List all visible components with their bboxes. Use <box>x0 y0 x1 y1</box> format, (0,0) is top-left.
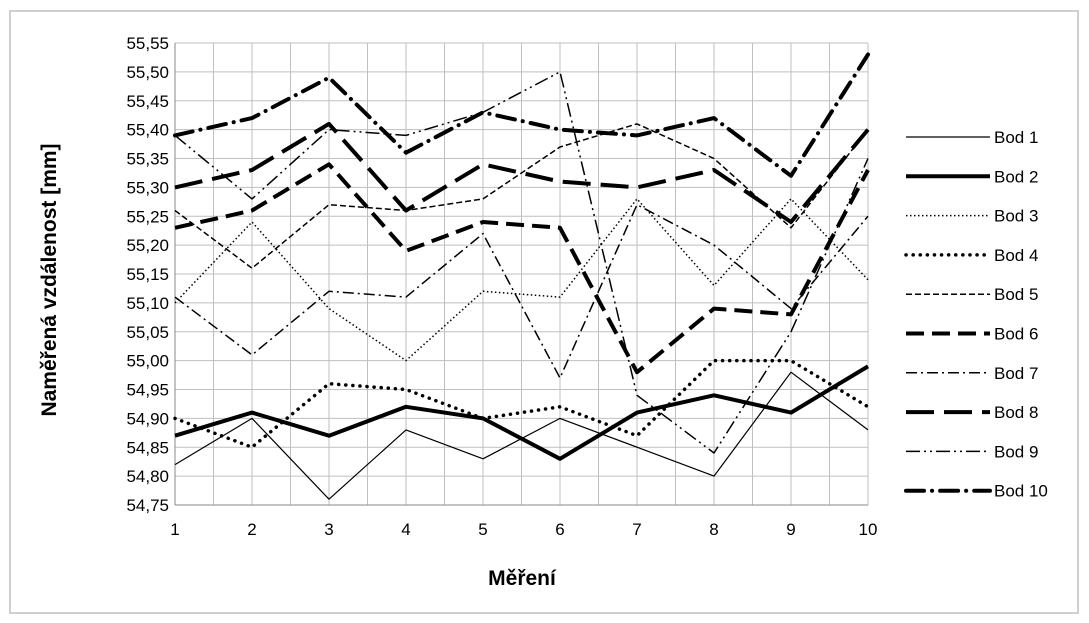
x-tick-label: 9 <box>786 520 795 539</box>
axes <box>174 43 868 506</box>
x-tick-label: 4 <box>401 520 410 539</box>
legend-label-5: Bod 5 <box>994 285 1038 304</box>
x-tick-label: 6 <box>555 520 564 539</box>
legend-label-2: Bod 2 <box>994 167 1038 186</box>
y-tick-label: 54,80 <box>126 467 169 486</box>
y-tick-label: 55,05 <box>126 323 169 342</box>
y-axis-title: Naměřená vzdálenost [mm] <box>38 143 61 416</box>
legend-label-3: Bod 3 <box>994 207 1038 226</box>
legend-label-1: Bod 1 <box>994 128 1038 147</box>
x-tick-label: 8 <box>709 520 718 539</box>
y-tick-label: 54,90 <box>126 409 169 428</box>
x-tick-label: 1 <box>170 520 179 539</box>
x-tick-label: 7 <box>632 520 641 539</box>
y-tick-label: 55,25 <box>126 207 169 226</box>
legend-label-9: Bod 9 <box>994 442 1038 461</box>
series-line-2 <box>174 364 870 461</box>
y-tick-label: 55,55 <box>126 34 169 53</box>
series-line-7 <box>174 203 869 379</box>
legend-label-8: Bod 8 <box>994 403 1038 422</box>
series-line-10 <box>173 52 870 178</box>
series-line-6 <box>174 162 870 375</box>
legend-label-6: Bod 6 <box>994 325 1038 344</box>
x-tick-label: 10 <box>859 520 878 539</box>
y-tick-label: 55,30 <box>126 178 169 197</box>
y-tick-label: 54,75 <box>126 496 169 515</box>
y-tick-label: 54,85 <box>126 438 169 457</box>
x-tick-label: 3 <box>324 520 333 539</box>
y-tick-label: 55,20 <box>126 236 169 255</box>
y-tick-label: 55,00 <box>126 352 169 371</box>
y-tick-label: 55,50 <box>126 63 169 82</box>
legend-label-7: Bod 7 <box>994 364 1038 383</box>
legend-label-4: Bod 4 <box>994 246 1038 265</box>
y-tick-label: 55,40 <box>126 121 169 140</box>
y-tick-label: 54,95 <box>126 381 169 400</box>
y-tick-label: 55,10 <box>126 294 169 313</box>
series-line-4 <box>173 358 870 449</box>
tick-labels: 54,75 54,80 54,85 54,90 54,95 55,00 55,05 55,10… <box>126 34 877 539</box>
legend: Bod 1 Bod 2 Bod 3 Bod 4 Bod 5 Bod 6 Bod 7 Bod 8… <box>904 128 1048 501</box>
x-tick-label: 2 <box>247 520 256 539</box>
series-line-8 <box>174 121 870 224</box>
legend-label-10: Bod 10 <box>994 482 1048 501</box>
y-tick-label: 55,45 <box>126 92 169 111</box>
x-axis-title: Měření <box>488 567 557 590</box>
series-line-9 <box>174 71 869 454</box>
y-tick-label: 55,35 <box>126 150 169 169</box>
series-line-5 <box>174 123 869 269</box>
chart-border <box>9 10 1079 614</box>
y-tick-label: 55,15 <box>126 265 169 284</box>
x-tick-label: 5 <box>478 520 487 539</box>
series-lines <box>173 52 870 500</box>
